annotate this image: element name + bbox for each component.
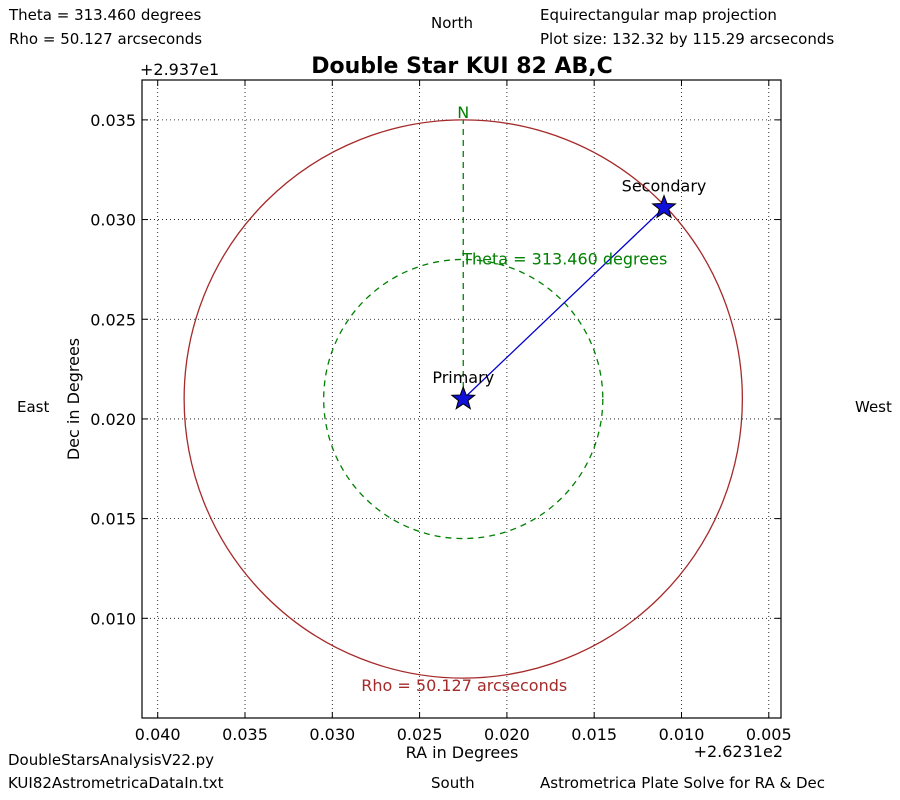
west-label: West <box>855 398 892 416</box>
y-tick-label: 0.010 <box>90 609 136 628</box>
north-label: North <box>431 14 473 32</box>
x-tick-label: 0.005 <box>746 725 792 744</box>
grid-layer <box>142 80 781 718</box>
header-theta: Theta = 313.460 degrees <box>8 6 201 24</box>
header-rho: Rho = 50.127 arcseconds <box>9 30 202 48</box>
y-axis-label: Dec in Degrees <box>64 338 83 460</box>
footer-script-name: DoubleStarsAnalysisV22.py <box>8 751 214 769</box>
theta-annotation: Theta = 313.460 degrees <box>461 249 667 268</box>
star-marker-secondary <box>651 194 677 219</box>
x-offset-text: +2.6231e2 <box>694 742 783 761</box>
x-tick-label: 0.030 <box>309 725 355 744</box>
theta-circle <box>323 258 604 540</box>
x-tick-label: 0.040 <box>135 725 181 744</box>
y-tick-label: 0.025 <box>90 310 136 329</box>
y-tick-label: 0.015 <box>90 510 136 529</box>
east-label: East <box>17 398 49 416</box>
footer-source: Astrometrica Plate Solve for RA & Dec <box>540 774 825 792</box>
x-tick-label: 0.020 <box>484 725 530 744</box>
y-offset-text: +2.937e1 <box>140 60 219 79</box>
y-tick-label: 0.030 <box>90 211 136 230</box>
north-n-label: N <box>457 103 469 122</box>
south-label: South <box>431 774 475 792</box>
chart-title: Double Star KUI 82 AB,C <box>311 54 613 79</box>
plot-frame <box>141 79 782 719</box>
marks-layer: N Primary Secondary Theta = 313.460 degrees… <box>183 103 744 695</box>
projection-label: Equirectangular map projection <box>540 6 777 24</box>
star-label-secondary: Secondary <box>622 177 707 196</box>
x-axis-label: RA in Degrees <box>406 743 519 762</box>
star-marker-primary <box>450 385 477 410</box>
footer-data-file: KUI82AstrometricaDataIn.txt <box>8 774 224 792</box>
y-tick-label: 0.035 <box>90 111 136 130</box>
plot-size-label: Plot size: 132.32 by 115.29 arcseconds <box>540 30 834 48</box>
y-tick-label: 0.020 <box>90 410 136 429</box>
x-tick-label: 0.035 <box>222 725 268 744</box>
x-tick-label: 0.010 <box>659 725 705 744</box>
star-label-primary: Primary <box>432 368 494 387</box>
x-tick-label: 0.025 <box>397 725 443 744</box>
rho-annotation: Rho = 50.127 arcseconds <box>361 676 567 695</box>
tick-layer: 0.040 0.035 0.030 0.025 0.020 0.015 0.010 0.005… <box>90 80 792 744</box>
x-tick-label: 0.015 <box>571 725 617 744</box>
separation-line <box>462 207 665 400</box>
